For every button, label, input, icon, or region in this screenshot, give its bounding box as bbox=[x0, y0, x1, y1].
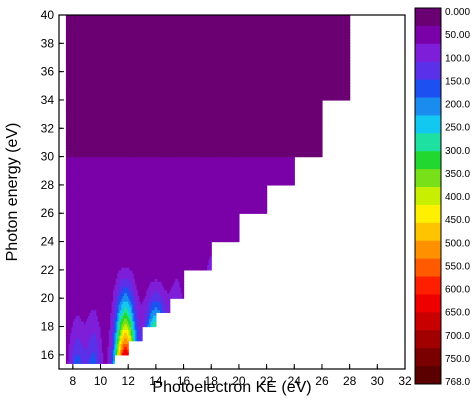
plot-area bbox=[66, 15, 350, 364]
